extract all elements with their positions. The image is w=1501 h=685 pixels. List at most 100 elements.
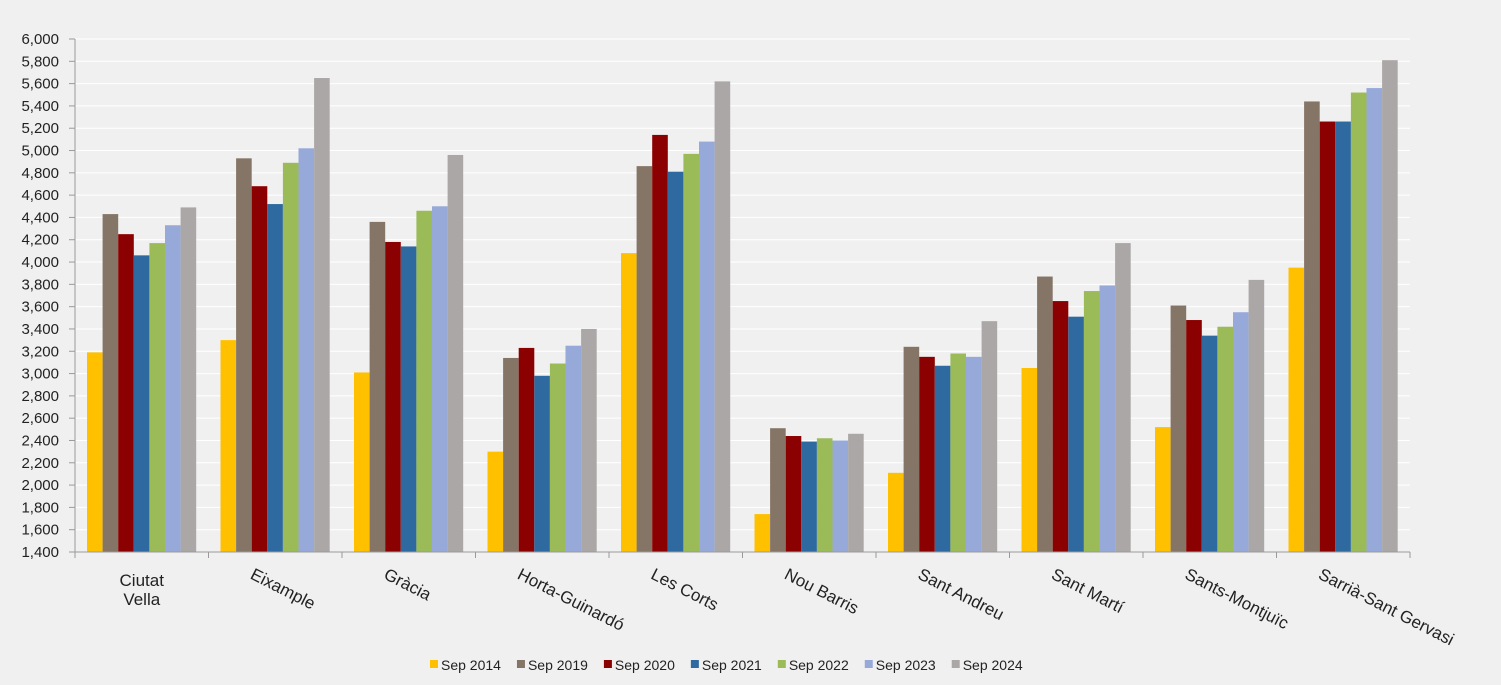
bar [549,363,566,552]
category-label: Gràcia [381,565,435,605]
legend-label: Sep 2020 [615,657,675,673]
bar [220,340,237,552]
legend-swatch [430,660,438,668]
y-tick-label: 5,800 [21,53,59,70]
bar [447,154,464,552]
bar [699,141,715,552]
bar [770,428,786,552]
bar [1350,92,1367,553]
bar [432,206,448,553]
bar [1201,335,1218,552]
bar [848,433,864,552]
bar [298,148,315,552]
bar [1335,121,1351,552]
bar [1288,267,1305,552]
bar [385,241,401,553]
y-tick-label: 4,400 [21,209,59,226]
bar [903,346,920,552]
bar [1083,291,1100,552]
bar [621,253,637,552]
y-tick-label: 3,800 [21,276,59,293]
bar [400,246,417,553]
y-tick-label: 4,600 [21,187,59,204]
legend-swatch [777,660,786,668]
y-tick-label: 5,200 [21,120,59,137]
y-tick-label: 5,000 [21,143,59,160]
category-label: Horta-Guinardó [514,565,627,635]
bar [919,356,935,552]
bar [801,441,817,552]
bar [1115,243,1131,552]
bar [934,365,951,552]
legend-swatch [951,660,960,668]
bar [314,78,330,553]
bar [1233,312,1249,552]
y-tick-label: 2,600 [21,410,59,427]
bar [832,440,849,552]
bar [1099,285,1116,552]
category-label: Ciutat [120,571,165,590]
bar [667,171,684,552]
bar [1366,88,1383,552]
bar [1068,316,1084,552]
bar [1021,367,1038,552]
bar [369,221,386,553]
bar [950,353,966,552]
bar [1217,326,1233,552]
bar [534,375,550,552]
bar [354,372,370,552]
bar [503,357,519,552]
bar [87,352,103,552]
y-tick-label: 2,800 [21,388,59,405]
bar [1052,301,1069,552]
legend-label: Sep 2021 [702,657,762,673]
y-tick-label: 4,200 [21,232,59,249]
legend-swatch [603,660,612,668]
y-tick-label: 4,000 [21,254,59,271]
bar [487,451,504,552]
bar [133,255,150,552]
bar [714,81,731,552]
y-tick-label: 5,600 [21,76,59,93]
y-tick-label: 5,400 [21,98,59,115]
bar [518,347,535,552]
bar [149,243,165,552]
bar [267,204,283,552]
legend: Sep 2014 Sep 2019 Sep 2020 Sep 2021 Sep 2022… [430,657,1023,673]
category-label: Eixample [247,565,318,614]
bar [1037,276,1053,552]
axes [69,38,1411,558]
y-tick-label: 4,800 [21,165,59,182]
legend-swatch [864,660,873,668]
bar [565,345,582,552]
y-axis-ticks: 1,400 1,600 1,800 2,000 2,200 2,400 2,600 2,800… [21,31,59,561]
bar [636,166,653,553]
y-tick-label: 2,000 [21,477,59,494]
bar [236,158,252,553]
bar [816,438,833,552]
y-tick-label: 2,200 [21,455,59,472]
bars [87,60,1398,553]
bar [966,356,982,552]
category-label: Sarrià-Sant Gervasi [1315,565,1457,650]
bar [888,472,904,552]
y-tick-label: 3,200 [21,343,59,360]
y-tick-label: 3,000 [21,366,59,383]
bar [1155,427,1171,552]
bar [1319,121,1336,552]
y-tick-label: 3,400 [21,321,59,338]
y-tick-label: 2,400 [21,432,59,449]
bar [1170,305,1187,552]
category-label: Les Corts [648,565,721,615]
bar [754,514,771,552]
bar [118,234,134,553]
legend-label: Sep 2024 [963,657,1023,673]
bar [683,153,699,553]
y-tick-label: 1,800 [21,499,59,516]
bar [1382,60,1398,553]
y-tick-label: 1,400 [21,544,59,561]
legend-label: Sep 2023 [876,657,936,673]
bar [981,321,998,552]
